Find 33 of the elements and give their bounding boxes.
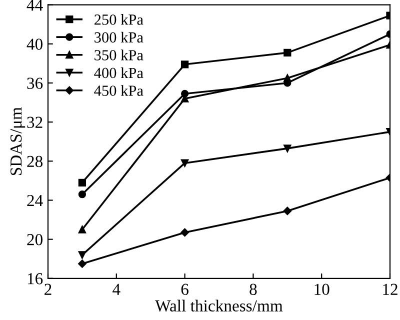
x-axis-title: Wall thickness/mm (155, 300, 283, 312)
x-tick-label: 2 (44, 284, 52, 295)
point (180, 159, 189, 167)
legend-label: 400 kPa (94, 67, 144, 78)
y-tick-label: 24 (27, 194, 43, 206)
x-tick-label: 4 (112, 284, 120, 295)
legend-label: 250 kPa (94, 14, 144, 25)
x-tick-label: 8 (250, 284, 257, 295)
point (78, 190, 86, 198)
x-tick-label: 12 (383, 284, 398, 295)
y-tick-label: 36 (27, 78, 43, 89)
legend-label: 450 kPa (94, 85, 144, 96)
y-tick-label: 40 (26, 38, 43, 50)
y-tick-label: 44 (26, 0, 43, 11)
legend-label: 350 kPa (94, 50, 144, 60)
point (78, 226, 86, 234)
point (78, 260, 86, 268)
point (78, 178, 86, 186)
point (284, 48, 292, 56)
y-tick-label: 16 (28, 273, 43, 284)
y-tick-label: 20 (27, 234, 43, 246)
y-tick-label: 32 (27, 116, 42, 128)
point (284, 144, 292, 152)
x-tick-label: 6 (181, 284, 188, 295)
point (180, 228, 189, 237)
y-tick-label: 28 (27, 156, 43, 168)
point (180, 60, 189, 68)
legend-label: 300 kPa (94, 32, 144, 43)
point (78, 251, 86, 259)
point (284, 74, 292, 82)
point (283, 206, 292, 216)
y-axis-title: SDAS/μm (10, 107, 26, 176)
x-tick-label: 10 (314, 284, 330, 295)
